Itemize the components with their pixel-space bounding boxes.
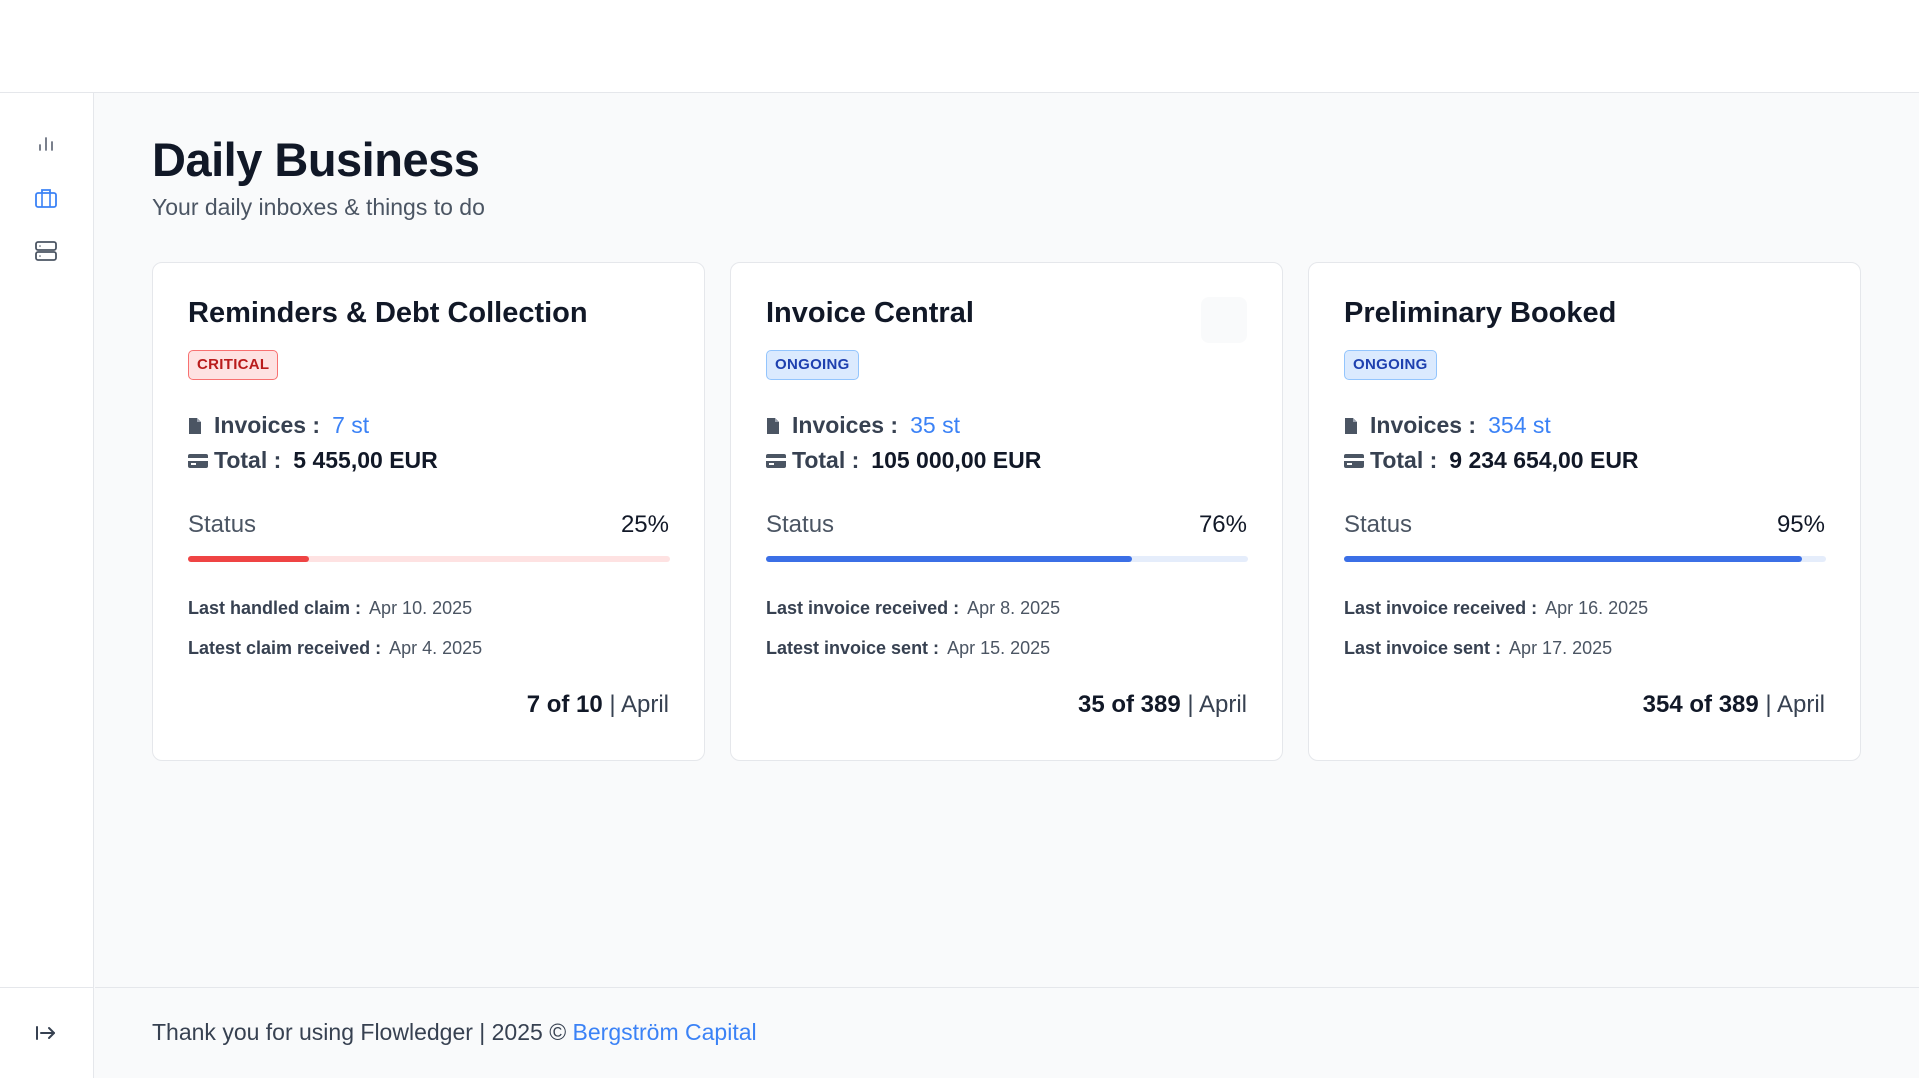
sidebar xyxy=(0,93,94,1078)
info-value: Apr 16. 2025 xyxy=(1545,598,1649,618)
status-percentage: 95% xyxy=(1776,511,1825,538)
credit-card-icon xyxy=(1344,450,1366,472)
briefcase-icon[interactable] xyxy=(32,184,60,212)
bar-chart-icon[interactable] xyxy=(32,130,60,158)
invoices-count-link[interactable]: 7 st xyxy=(332,412,370,438)
total-row: Total : 105 000,00 EUR xyxy=(766,447,1041,474)
count-month: April xyxy=(620,691,669,718)
count-separator: | xyxy=(1180,691,1199,718)
count-value: 7 of 10 xyxy=(526,691,603,718)
info-value: Apr 17. 2025 xyxy=(1509,638,1613,658)
total-value: 5 455,00 EUR xyxy=(293,447,438,473)
count-separator: | xyxy=(602,691,621,718)
period-count: 35 of 389 | April xyxy=(1078,691,1247,719)
info-row-1: Last handled claim : Apr 10. 2025 xyxy=(188,598,472,619)
count-month: April xyxy=(1776,691,1825,718)
info-row-2: Last invoice sent : Apr 17. 2025 xyxy=(1344,638,1612,659)
footer: Thank you for using Flowledger | 2025 © … xyxy=(95,987,1919,1078)
total-row: Total : 9 234 654,00 EUR xyxy=(1344,447,1639,474)
total-value: 9 234 654,00 EUR xyxy=(1449,447,1639,473)
info-label: Latest claim received : xyxy=(188,638,382,658)
info-value: Apr 8. 2025 xyxy=(967,598,1061,618)
card-title: Reminders & Debt Collection xyxy=(188,297,588,329)
progress-bar-track xyxy=(766,556,1248,562)
info-row-2: Latest invoice sent : Apr 15. 2025 xyxy=(766,638,1050,659)
credit-card-icon xyxy=(188,450,210,472)
document-icon xyxy=(766,415,788,437)
invoices-label: Invoices : xyxy=(1370,412,1477,438)
status-label: Status xyxy=(188,511,257,538)
info-value: Apr 4. 2025 xyxy=(389,638,483,658)
invoices-count-link[interactable]: 35 st xyxy=(910,412,960,438)
progress-bar-fill xyxy=(188,556,309,562)
page-subtitle: Your daily inboxes & things to do xyxy=(152,194,485,220)
status-label: Status xyxy=(1344,511,1413,538)
progress-bar-fill xyxy=(766,556,1133,562)
card-preliminary-booked[interactable]: Preliminary Booked ONGOING Invoices : 35… xyxy=(1308,262,1861,761)
total-label: Total : xyxy=(1370,447,1438,473)
info-row-1: Last invoice received : Apr 16. 2025 xyxy=(1344,598,1648,619)
count-month: April xyxy=(1198,691,1247,718)
main-content: Daily Business Your daily inboxes & thin… xyxy=(95,94,1919,986)
total-label: Total : xyxy=(214,447,282,473)
progress-bar-fill xyxy=(1344,556,1802,562)
invoices-label: Invoices : xyxy=(792,412,899,438)
footer-copyright: Thank you for using Flowledger | 2025 © xyxy=(152,1019,573,1045)
invoices-row: Invoices : 7 st xyxy=(188,412,369,439)
card-reminders-debt-collection[interactable]: Reminders & Debt Collection CRITICAL Inv… xyxy=(152,262,705,761)
count-separator: | xyxy=(1758,691,1777,718)
info-row-2: Latest claim received : Apr 4. 2025 xyxy=(188,638,482,659)
status-percentage: 76% xyxy=(1198,511,1247,538)
document-icon xyxy=(1344,415,1366,437)
invoices-row: Invoices : 354 st xyxy=(1344,412,1551,439)
page-title: Daily Business xyxy=(152,133,480,186)
logout-arrow-icon[interactable] xyxy=(32,1019,60,1047)
info-label: Last invoice sent : xyxy=(1344,638,1502,658)
info-label: Latest invoice sent : xyxy=(766,638,940,658)
info-row-1: Last invoice received : Apr 8. 2025 xyxy=(766,598,1060,619)
invoices-count-link[interactable]: 354 st xyxy=(1488,412,1551,438)
total-value: 105 000,00 EUR xyxy=(871,447,1042,473)
period-count: 354 of 389 | April xyxy=(1643,691,1825,719)
info-label: Last invoice received : xyxy=(766,598,960,618)
count-value: 35 of 389 xyxy=(1078,691,1181,718)
info-value: Apr 10. 2025 xyxy=(369,598,473,618)
status-badge: ONGOING xyxy=(766,350,859,380)
card-action-button[interactable] xyxy=(1201,297,1247,343)
footer-text: Thank you for using Flowledger | 2025 © … xyxy=(152,1019,757,1046)
info-value: Apr 15. 2025 xyxy=(947,638,1051,658)
card-title: Preliminary Booked xyxy=(1344,297,1617,329)
footer-company-link[interactable]: Bergström Capital xyxy=(572,1019,757,1045)
progress-bar-track xyxy=(188,556,670,562)
invoices-label: Invoices : xyxy=(214,412,321,438)
status-percentage: 25% xyxy=(620,511,669,538)
invoices-row: Invoices : 35 st xyxy=(766,412,960,439)
status-badge: CRITICAL xyxy=(188,350,279,380)
period-count: 7 of 10 | April xyxy=(527,691,669,719)
status-label: Status xyxy=(766,511,835,538)
document-icon xyxy=(188,415,210,437)
info-label: Last invoice received : xyxy=(1344,598,1538,618)
status-badge: ONGOING xyxy=(1344,350,1437,380)
progress-bar-track xyxy=(1344,556,1826,562)
server-icon[interactable] xyxy=(32,237,60,265)
card-title: Invoice Central xyxy=(766,297,974,329)
sidebar-footer xyxy=(0,987,93,1078)
card-invoice-central[interactable]: Invoice Central ONGOING Invoices : 35 st… xyxy=(730,262,1283,761)
info-label: Last handled claim : xyxy=(188,598,362,618)
total-row: Total : 5 455,00 EUR xyxy=(188,447,438,474)
count-value: 354 of 389 xyxy=(1642,691,1759,718)
credit-card-icon xyxy=(766,450,788,472)
top-bar xyxy=(0,0,1919,93)
total-label: Total : xyxy=(792,447,860,473)
